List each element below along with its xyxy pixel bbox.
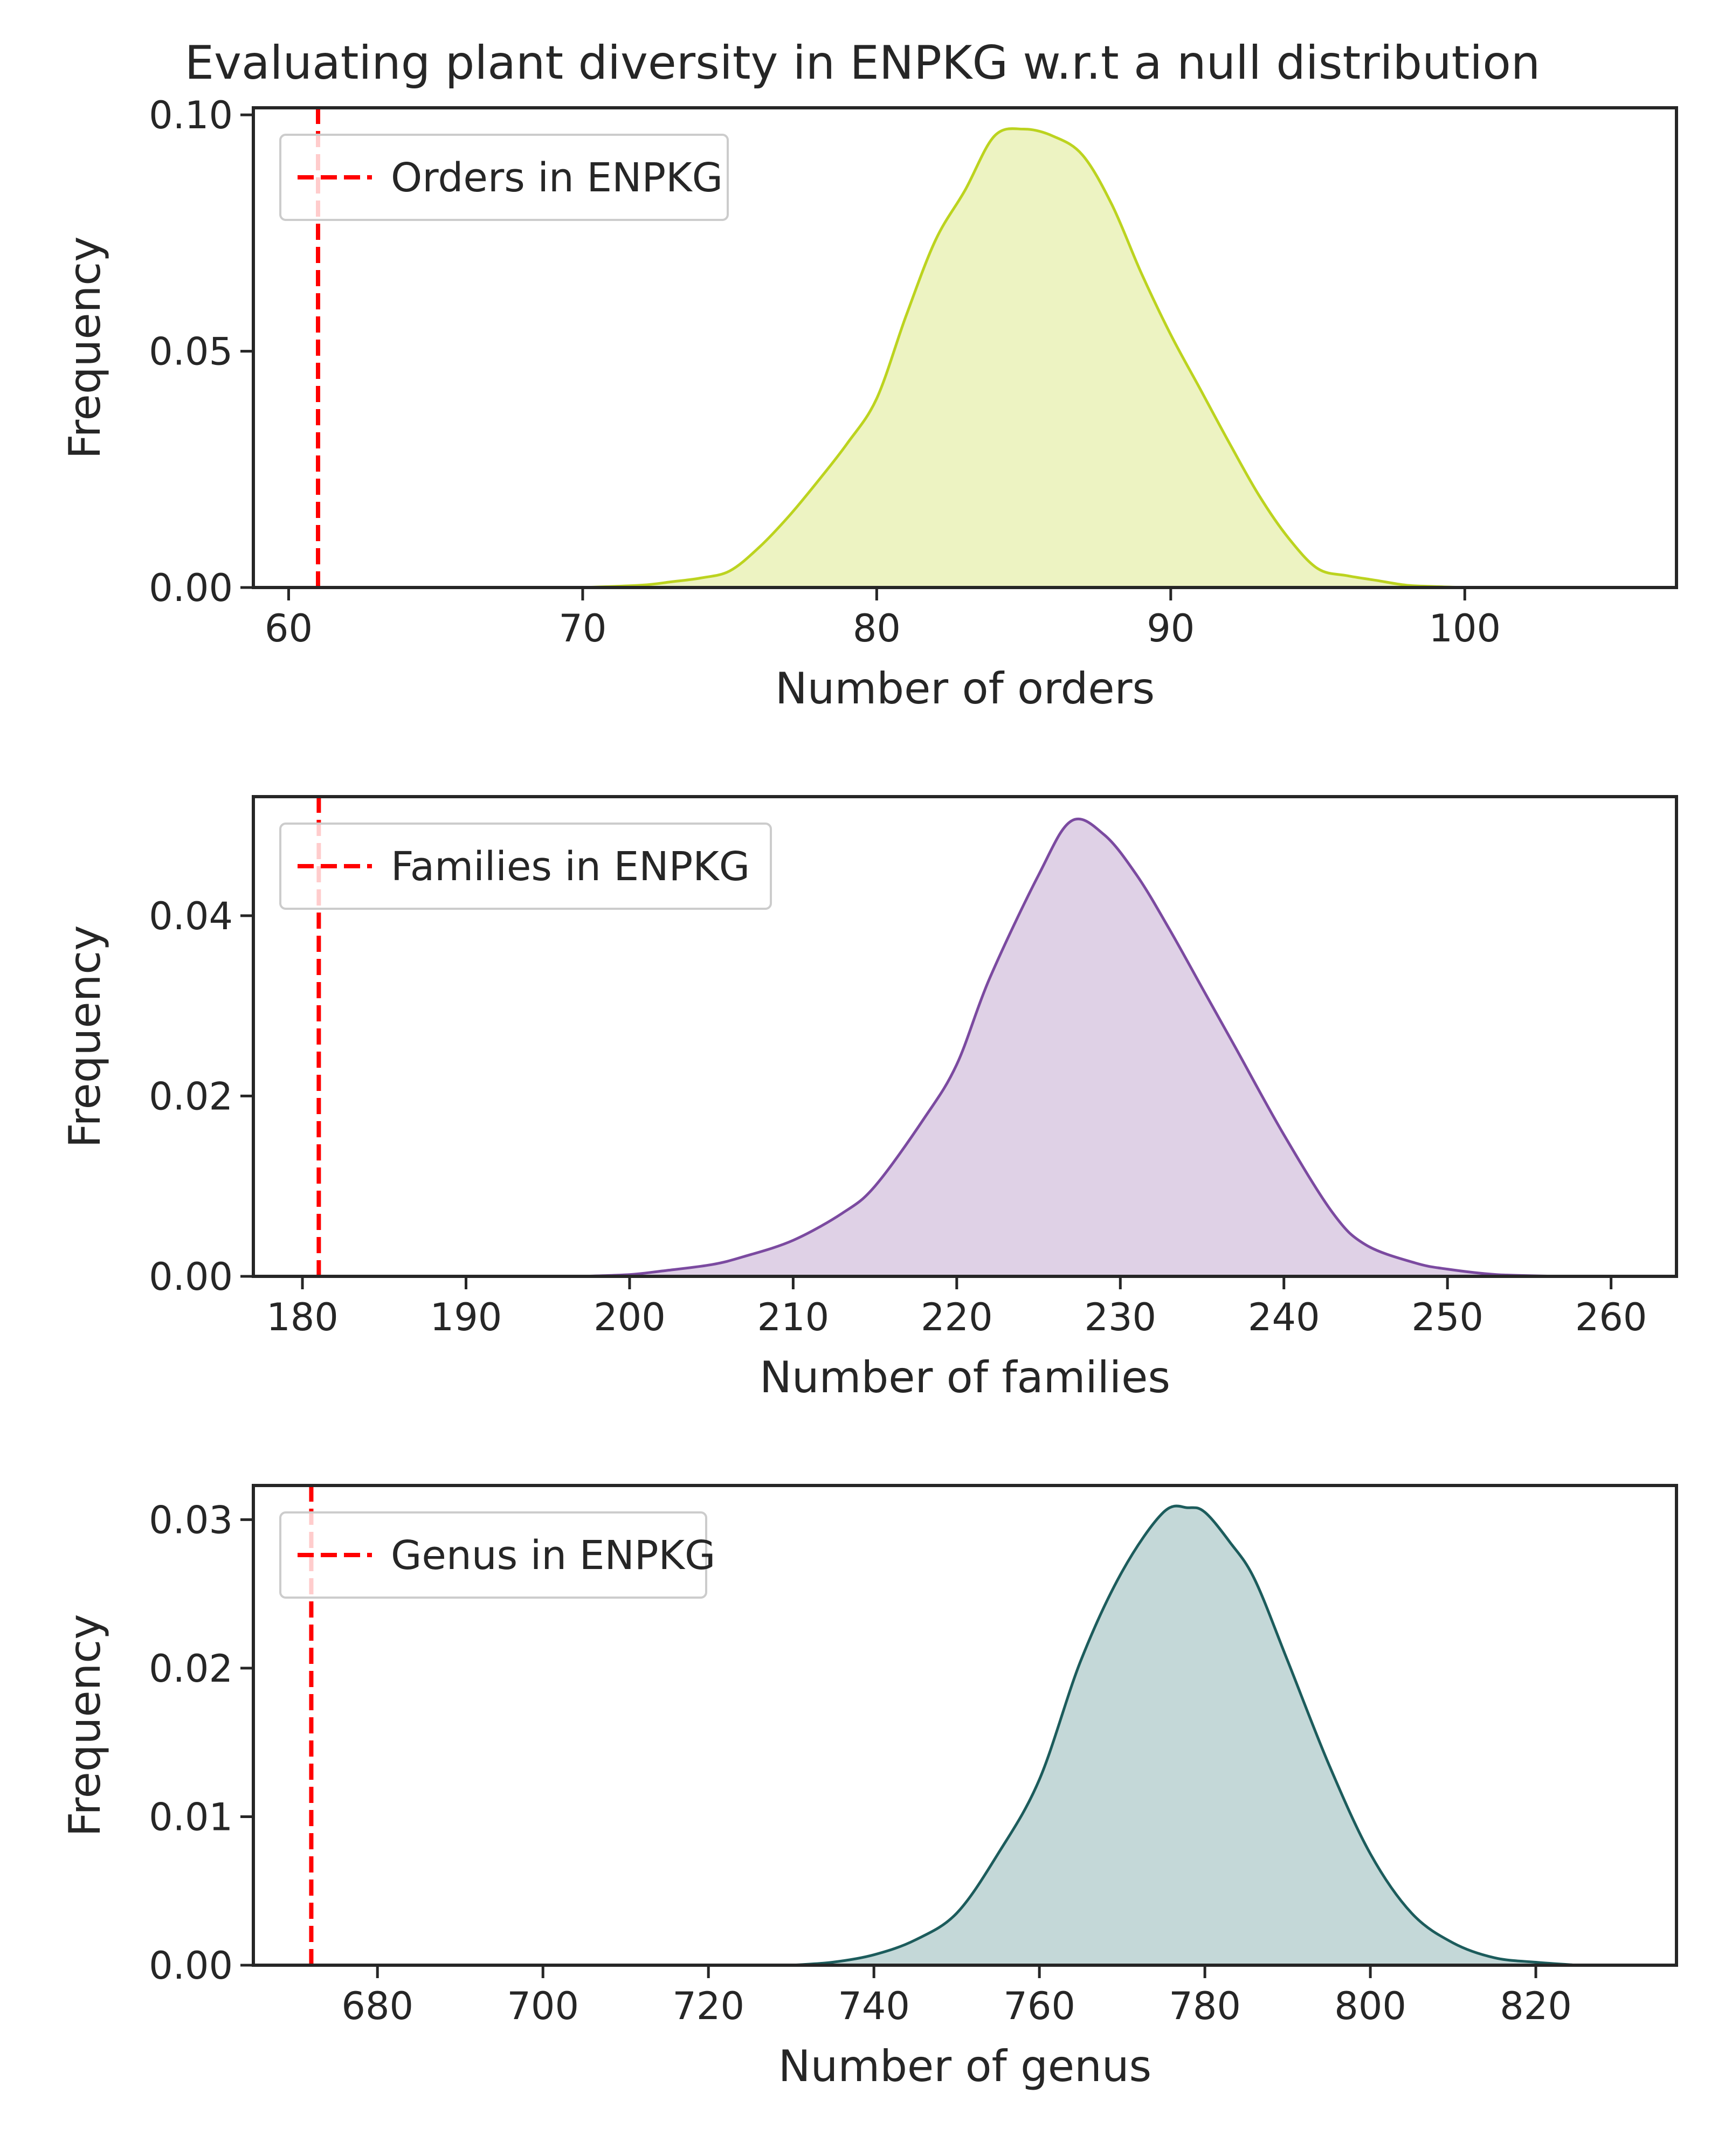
genus-panel: 680 700 720 740 760 780 800 820 0.00 0.01 0.02 0.03… bbox=[60, 1484, 1678, 2091]
genus-legend: Genus in ENPKG bbox=[279, 1511, 715, 1599]
figure-title: Evaluating plant diversity in ENPKG w.r.… bbox=[185, 36, 1541, 90]
orders-x-tick-label: 60 bbox=[265, 606, 313, 651]
orders-density-curve bbox=[582, 127, 1465, 589]
genus-y-tick-label: 0.03 bbox=[149, 1498, 233, 1542]
genus-x-tick-label: 680 bbox=[341, 1984, 413, 2028]
genus-y-tick-label: 0.02 bbox=[149, 1647, 233, 1691]
genus-legend-label: Genus in ENPKG bbox=[391, 1532, 715, 1579]
genus-y-tick-label: 0.01 bbox=[149, 1795, 233, 1839]
families-y-tick-label: 0.04 bbox=[149, 894, 233, 938]
orders-legend-box bbox=[279, 134, 729, 221]
families-x-tick-label: 250 bbox=[1411, 1295, 1484, 1339]
orders-x-tick-label: 80 bbox=[853, 606, 901, 651]
orders-y-tick-label: 0.10 bbox=[149, 93, 233, 137]
families-density-curve bbox=[580, 817, 1562, 1278]
families-density-area bbox=[580, 819, 1562, 1276]
families-panel: 180 190 200 210 220 230 240 250 260 0.00 0.02 0.04 N… bbox=[60, 795, 1678, 1402]
orders-x-tick-label: 90 bbox=[1147, 606, 1195, 651]
families-legend-label: Families in ENPKG bbox=[391, 844, 750, 890]
genus-x-tick-label: 740 bbox=[838, 1984, 910, 2028]
genus-y-axis-label: Frequency bbox=[60, 1614, 110, 1836]
families-legend: Families in ENPKG bbox=[279, 823, 772, 910]
orders-axes-frame bbox=[252, 106, 1678, 589]
orders-y-tick-label: 0.05 bbox=[149, 330, 233, 374]
orders-x-tick-label: 70 bbox=[558, 606, 606, 651]
families-x-tick-label: 230 bbox=[1084, 1295, 1156, 1339]
families-x-tick-label: 200 bbox=[594, 1295, 666, 1339]
orders-legend: Orders in ENPKG bbox=[279, 134, 729, 221]
genus-x-axis-label: Number of genus bbox=[778, 2041, 1151, 2091]
genus-x-tick-label: 780 bbox=[1169, 1984, 1241, 2028]
orders-x-axis-label: Number of orders bbox=[775, 664, 1155, 714]
orders-panel: 60 70 80 90 100 0.00 0.05 0.10 Number of orders F… bbox=[60, 93, 1678, 714]
genus-legend-box bbox=[279, 1511, 707, 1599]
genus-x-tick-label: 800 bbox=[1334, 1984, 1406, 2028]
families-y-tick-label: 0.02 bbox=[149, 1074, 233, 1118]
families-x-tick-label: 240 bbox=[1248, 1295, 1320, 1339]
families-legend-box bbox=[279, 823, 772, 910]
families-x-tick-label: 180 bbox=[266, 1295, 339, 1339]
orders-y-tick-label: 0.00 bbox=[149, 566, 233, 610]
genus-density-curve bbox=[791, 1504, 1577, 1967]
genus-x-tick-label: 720 bbox=[672, 1984, 744, 2028]
genus-y-tick-label: 0.00 bbox=[149, 1944, 233, 1988]
genus-axes-frame bbox=[252, 1484, 1678, 1967]
genus-x-tick-label: 700 bbox=[507, 1984, 579, 2028]
orders-x-tick-label: 100 bbox=[1429, 606, 1501, 651]
orders-density-area bbox=[582, 128, 1465, 588]
families-x-tick-label: 210 bbox=[757, 1295, 830, 1339]
families-x-tick-label: 220 bbox=[921, 1295, 993, 1339]
families-y-axis-label: Frequency bbox=[60, 925, 110, 1148]
genus-x-tick-label: 760 bbox=[1003, 1984, 1075, 2028]
orders-legend-label: Orders in ENPKG bbox=[391, 155, 723, 201]
families-y-tick-label: 0.00 bbox=[149, 1255, 233, 1299]
orders-y-axis-label: Frequency bbox=[60, 236, 110, 459]
genus-density-area bbox=[791, 1506, 1577, 1965]
genus-x-tick-label: 820 bbox=[1500, 1984, 1572, 2028]
families-x-tick-label: 260 bbox=[1575, 1295, 1647, 1339]
families-x-tick-label: 190 bbox=[430, 1295, 502, 1339]
families-x-axis-label: Number of families bbox=[760, 1352, 1170, 1402]
families-axes-frame bbox=[252, 795, 1678, 1278]
